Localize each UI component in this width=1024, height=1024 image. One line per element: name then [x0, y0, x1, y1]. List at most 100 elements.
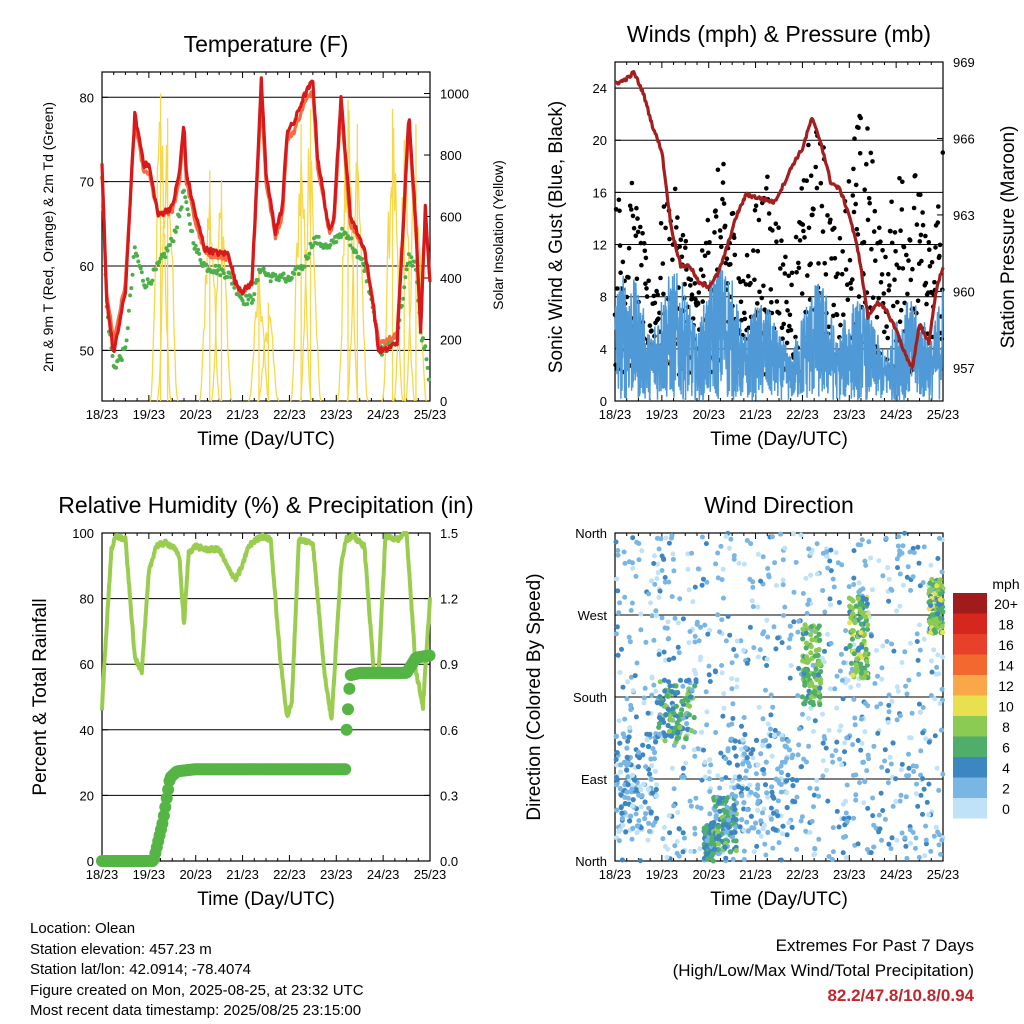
x-tick-label: 22/23 — [786, 867, 819, 882]
gust-point — [652, 300, 658, 306]
direction-point — [722, 844, 728, 850]
gust-point — [731, 235, 737, 240]
gust-point — [705, 217, 711, 223]
direction-point — [834, 739, 840, 745]
direction-point — [657, 731, 663, 737]
direction-point — [649, 675, 655, 681]
direction-point — [872, 681, 878, 686]
direction-point — [732, 829, 738, 835]
direction-point — [760, 767, 767, 773]
direction-point — [651, 561, 657, 566]
dewpoint-point — [292, 271, 297, 276]
gust-point — [868, 150, 874, 156]
gust-point — [887, 283, 892, 288]
gust-point — [682, 281, 687, 287]
direction-point — [916, 701, 922, 707]
direction-point — [909, 710, 915, 716]
direction-point — [814, 541, 820, 547]
direction-point — [816, 646, 822, 653]
direction-point — [861, 800, 867, 806]
direction-point — [928, 658, 934, 664]
direction-point — [808, 550, 814, 556]
direction-point — [910, 545, 916, 551]
direction-point — [628, 674, 634, 680]
dewpoint-point — [227, 271, 232, 276]
direction-point — [715, 828, 721, 834]
dewpoint-point — [150, 278, 155, 283]
direction-point — [750, 604, 756, 610]
direction-point — [775, 766, 781, 772]
direction-point — [799, 814, 805, 820]
direction-point — [770, 845, 776, 851]
temperature-panel: 18/23 19/23 20/23 21/23 22/23 23/23 24/23 25/23… — [40, 31, 506, 450]
gust-point — [693, 297, 698, 302]
direction-point — [858, 630, 864, 636]
direction-point — [701, 747, 706, 753]
direction-point — [844, 818, 850, 824]
direction-point — [731, 556, 737, 562]
gust-point — [892, 230, 898, 235]
gust-point — [736, 276, 741, 281]
direction-point — [622, 594, 628, 600]
direction-point — [804, 654, 810, 660]
direction-point — [778, 789, 784, 795]
direction-point — [783, 778, 790, 784]
direction-point — [674, 736, 680, 742]
direction-point — [808, 643, 814, 650]
gust-point — [853, 201, 858, 207]
dewpoint-point — [110, 354, 115, 358]
gust-point — [892, 277, 897, 283]
direction-point — [903, 794, 909, 800]
direction-point — [809, 818, 815, 824]
gust-point — [766, 211, 772, 216]
gust-point — [933, 245, 938, 250]
direction-point — [808, 650, 814, 656]
direction-point — [652, 768, 659, 775]
direction-point — [668, 733, 675, 739]
direction-point — [676, 650, 682, 656]
direction-point — [811, 852, 817, 858]
direction-point — [907, 827, 913, 833]
direction-point — [624, 745, 630, 751]
direction-point — [699, 582, 705, 588]
dewpoint-point — [123, 345, 128, 350]
direction-point — [884, 639, 890, 644]
dewpoint-point — [184, 200, 189, 205]
direction-point — [678, 711, 684, 718]
direction-point — [765, 634, 771, 640]
direction-point — [894, 608, 900, 614]
rh-line — [100, 531, 432, 721]
gust-point — [799, 186, 804, 191]
direction-point — [778, 781, 784, 788]
direction-point — [863, 646, 869, 652]
direction-panel: 18/23 19/23 20/23 21/23 22/23 23/23 24/23 25/23… — [524, 492, 1020, 910]
direction-point — [778, 531, 784, 537]
gust-point — [857, 151, 863, 156]
direction-point — [887, 754, 893, 760]
gust-point — [898, 228, 903, 233]
direction-point — [886, 692, 892, 698]
dewpoint-point — [261, 266, 266, 271]
direction-point — [762, 782, 769, 788]
winds-xlabel: Time (Day/UTC) — [710, 429, 848, 450]
dewpoint-point — [139, 270, 144, 275]
dewpoint-point — [214, 271, 219, 276]
gust-point — [923, 233, 928, 239]
gust-point — [810, 212, 815, 218]
gust-point — [848, 286, 854, 291]
direction-point — [621, 549, 627, 555]
direction-point — [753, 737, 760, 744]
direction-point — [713, 561, 719, 567]
gust-point — [927, 264, 933, 269]
dewpoint-point — [114, 365, 119, 370]
gust-point — [850, 277, 855, 282]
gust-point — [838, 322, 843, 328]
direction-point — [923, 736, 929, 742]
direction-point — [688, 694, 694, 700]
direction-point — [613, 733, 619, 740]
direction-point — [932, 733, 938, 739]
direction-point — [876, 812, 882, 818]
legend-label: 10 — [998, 699, 1014, 715]
direction-point — [670, 556, 676, 562]
dewpoint-point — [182, 188, 186, 193]
